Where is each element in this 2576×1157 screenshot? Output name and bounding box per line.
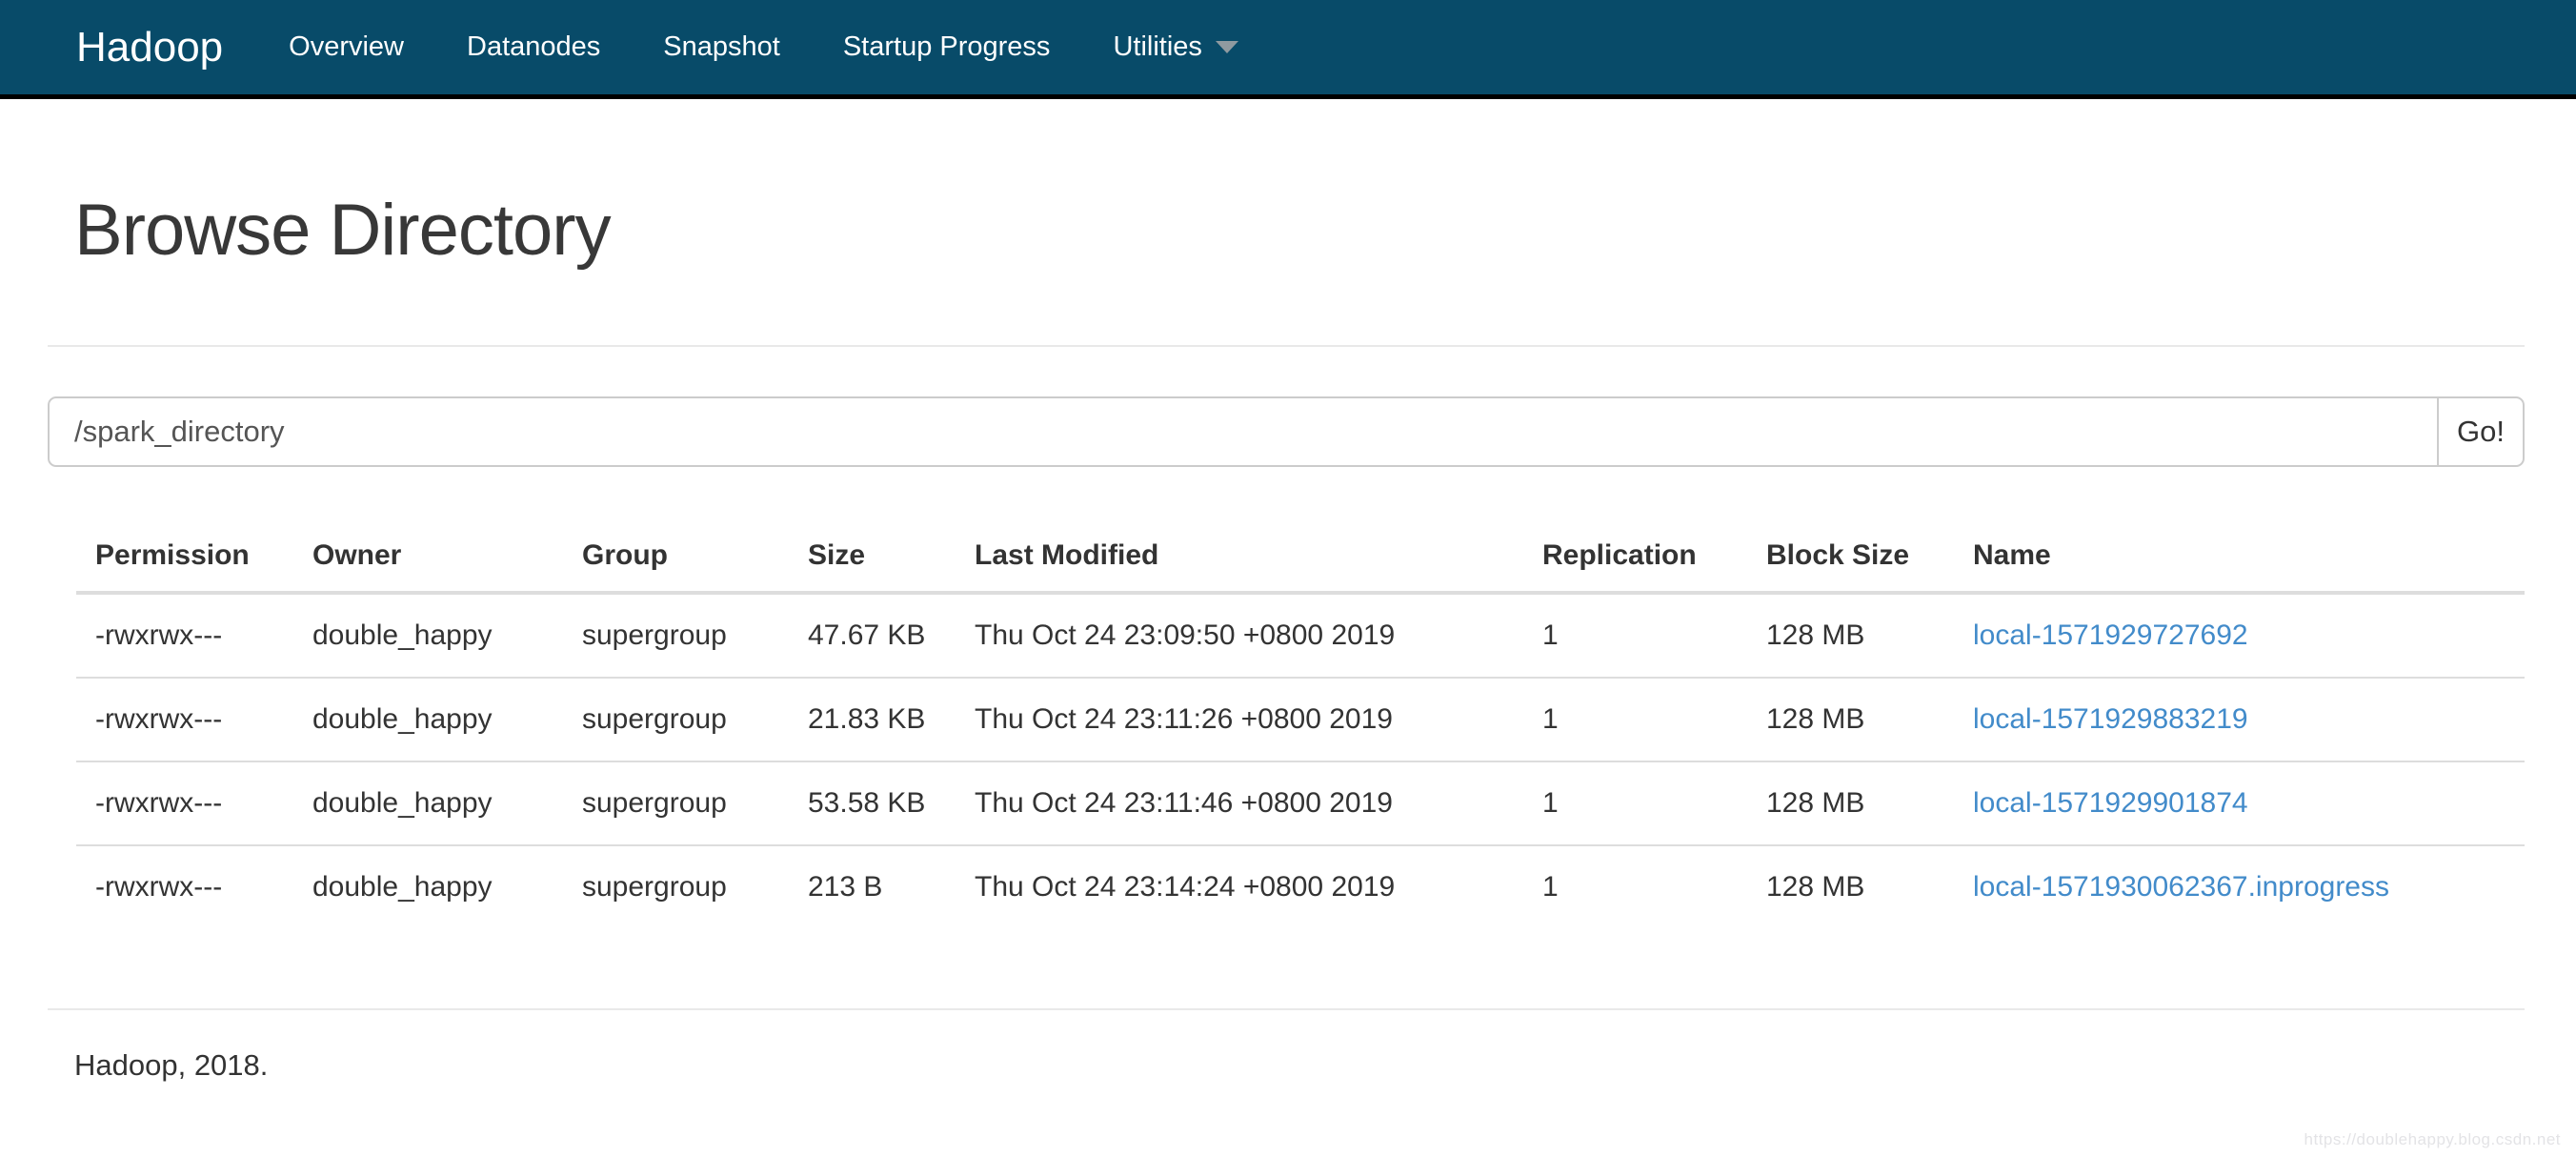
cell-owner: double_happy (293, 677, 563, 761)
cell-permission: -rwxrwx--- (95, 619, 223, 651)
top-navbar: Hadoop Overview Datanodes Snapshot Start… (0, 0, 2576, 99)
col-header-owner: Owner (293, 517, 563, 595)
cell-last-modified: Thu Oct 24 23:11:26 +0800 2019 (956, 677, 1523, 761)
cell-group: supergroup (563, 844, 789, 928)
directory-path-input[interactable] (48, 396, 2439, 467)
main-nav: Overview Datanodes Snapshot Startup Prog… (257, 0, 1270, 94)
cell-block-size: 128 MB (1747, 761, 1954, 845)
cell-size: 213 B (789, 844, 956, 928)
nav-item-overview[interactable]: Overview (289, 31, 404, 62)
main-content: Browse Directory Go! Permission Owner Gr… (0, 194, 2576, 1083)
file-name-link[interactable]: local-1571930062367.inprogress (1973, 871, 2389, 903)
cell-name: local-1571929883219 (1954, 677, 2525, 761)
file-table: Permission Owner Group Size Last Modifie… (76, 517, 2525, 928)
table-row: -rwxrwx--- double_happy supergroup 21.83… (76, 677, 2525, 761)
watermark: https://doublehappy.blog.csdn.net (2304, 1130, 2561, 1148)
cell-replication: 1 (1523, 844, 1747, 928)
nav-item-utilities-dropdown[interactable]: Utilities (1081, 0, 1269, 94)
title-divider (48, 345, 2525, 347)
col-header-replication: Replication (1523, 517, 1747, 595)
cell-size: 53.58 KB (789, 761, 956, 845)
cell-name: local-1571929901874 (1954, 761, 2525, 845)
path-input-group: Go! (48, 396, 2525, 467)
cell-block-size: 128 MB (1747, 677, 1954, 761)
cell-name: local-1571929727692 (1954, 593, 2525, 678)
nav-item-snapshot[interactable]: Snapshot (663, 31, 780, 62)
nav-item-datanodes[interactable]: Datanodes (467, 31, 601, 62)
cell-size: 47.67 KB (808, 619, 926, 651)
footer-divider (48, 1008, 2525, 1010)
col-header-group: Group (563, 517, 789, 595)
cell-size: 21.83 KB (789, 677, 956, 761)
cell-group: supergroup (582, 619, 727, 651)
table-header-row: Permission Owner Group Size Last Modifie… (76, 517, 2525, 595)
cell-last-modified: Thu Oct 24 23:09:50 +0800 2019 (975, 619, 1396, 651)
cell-block-size: 128 MB (1747, 844, 1954, 928)
cell-group: supergroup (563, 677, 789, 761)
cell-permission: -rwxrwx--- (76, 677, 293, 761)
brand-hadoop[interactable]: Hadoop (76, 23, 224, 71)
nav-item-startup-progress[interactable]: Startup Progress (842, 31, 1051, 62)
page-title: Browse Directory (74, 190, 612, 271)
cell-permission: -rwxrwx--- (76, 844, 293, 928)
col-header-size: Size (789, 517, 956, 595)
footer-text: Hadoop, 2018. (74, 1048, 269, 1082)
cell-permission: -rwxrwx--- (76, 761, 293, 845)
cell-owner: double_happy (312, 619, 493, 651)
file-name-link[interactable]: local-1571929901874 (1973, 787, 2248, 819)
table-row: -rwxrwx--- double_happy supergroup 53.58… (76, 761, 2525, 845)
col-header-block-size: Block Size (1747, 517, 1954, 595)
cell-group: supergroup (563, 761, 789, 845)
file-table-body: -rwxrwx--- double_happy supergroup 47.67… (76, 593, 2525, 928)
cell-last-modified: Thu Oct 24 23:11:46 +0800 2019 (956, 761, 1523, 845)
cell-owner: double_happy (293, 844, 563, 928)
col-header-name: Name (1954, 517, 2525, 595)
go-button[interactable]: Go! (2437, 396, 2525, 467)
col-header-permission: Permission (76, 517, 293, 595)
file-name-link[interactable]: local-1571929883219 (1973, 703, 2248, 735)
cell-block-size: 128 MB (1766, 619, 1865, 651)
cell-owner: double_happy (293, 761, 563, 845)
cell-name: local-1571930062367.inprogress (1954, 844, 2525, 928)
chevron-down-icon (1215, 41, 1238, 53)
cell-replication: 1 (1523, 761, 1747, 845)
table-row: -rwxrwx--- double_happy supergroup 213 B… (76, 844, 2525, 928)
file-table-wrap: Permission Owner Group Size Last Modifie… (76, 517, 2525, 928)
cell-last-modified: Thu Oct 24 23:14:24 +0800 2019 (956, 844, 1523, 928)
col-header-last-modified: Last Modified (956, 517, 1523, 595)
nav-item-utilities-label: Utilities (1113, 31, 1202, 62)
file-name-link[interactable]: local-1571929727692 (1973, 619, 2248, 651)
cell-replication: 1 (1542, 619, 1559, 651)
cell-replication: 1 (1523, 677, 1747, 761)
table-row: -rwxrwx--- double_happy supergroup 47.67… (76, 593, 2525, 678)
